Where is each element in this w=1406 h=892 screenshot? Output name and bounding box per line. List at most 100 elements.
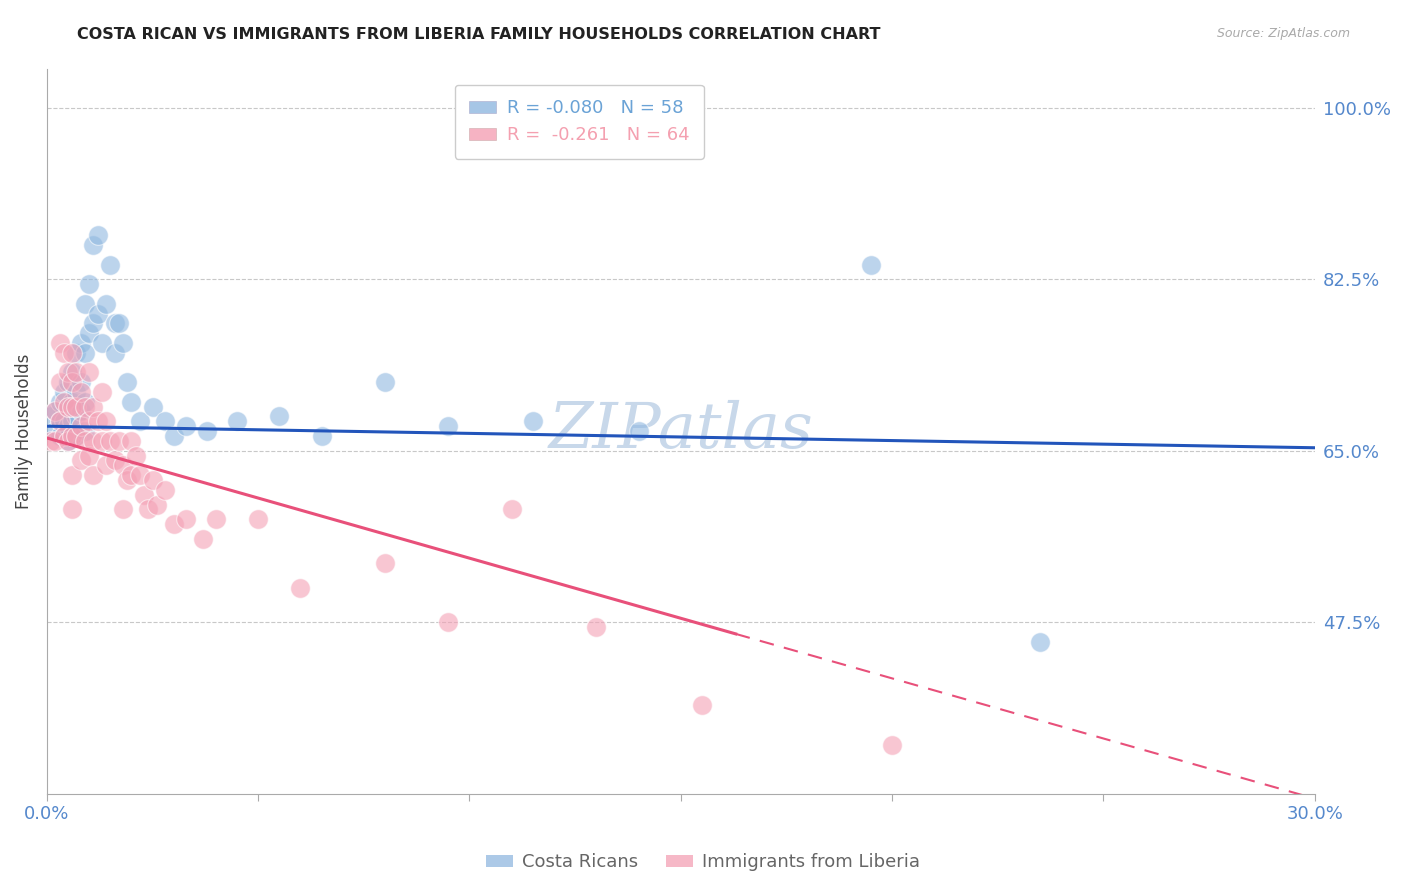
Point <box>880 738 903 752</box>
Point <box>52 345 75 359</box>
Point <box>176 419 198 434</box>
Point <box>60 502 83 516</box>
Y-axis label: Family Households: Family Households <box>15 353 32 508</box>
Point <box>145 498 167 512</box>
Point <box>60 345 83 359</box>
Point <box>128 468 150 483</box>
Text: Source: ZipAtlas.com: Source: ZipAtlas.com <box>1216 27 1350 40</box>
Point <box>65 429 87 443</box>
Point <box>120 434 142 448</box>
Point <box>103 453 125 467</box>
Point <box>107 316 129 330</box>
Point <box>77 449 100 463</box>
Point <box>82 434 104 448</box>
Point <box>65 345 87 359</box>
Point <box>226 414 249 428</box>
Point <box>73 424 96 438</box>
Point <box>65 429 87 443</box>
Point <box>60 468 83 483</box>
Point <box>111 335 134 350</box>
Point <box>52 429 75 443</box>
Point <box>44 404 66 418</box>
Point <box>247 512 270 526</box>
Point <box>73 400 96 414</box>
Point <box>52 429 75 443</box>
Point <box>39 409 62 424</box>
Point <box>56 365 79 379</box>
Point <box>82 400 104 414</box>
Point <box>1029 634 1052 648</box>
Point <box>86 228 108 243</box>
Point <box>627 424 650 438</box>
Legend: R = -0.080   N = 58, R =  -0.261   N = 64: R = -0.080 N = 58, R = -0.261 N = 64 <box>454 85 704 159</box>
Point <box>128 414 150 428</box>
Point <box>115 473 138 487</box>
Point <box>44 404 66 418</box>
Point <box>115 375 138 389</box>
Point <box>141 400 163 414</box>
Point <box>437 615 460 630</box>
Point <box>585 620 607 634</box>
Point <box>163 429 186 443</box>
Point <box>120 468 142 483</box>
Point <box>77 277 100 292</box>
Point <box>56 400 79 414</box>
Point <box>48 335 70 350</box>
Point <box>60 429 83 443</box>
Point <box>141 473 163 487</box>
Point <box>77 365 100 379</box>
Point <box>39 434 62 448</box>
Text: ZIPatlas: ZIPatlas <box>548 401 813 462</box>
Point <box>86 414 108 428</box>
Point <box>69 404 91 418</box>
Point <box>103 316 125 330</box>
Point <box>52 384 75 399</box>
Point <box>859 258 882 272</box>
Point <box>124 449 146 463</box>
Point <box>69 453 91 467</box>
Point <box>65 409 87 424</box>
Text: COSTA RICAN VS IMMIGRANTS FROM LIBERIA FAMILY HOUSEHOLDS CORRELATION CHART: COSTA RICAN VS IMMIGRANTS FROM LIBERIA F… <box>77 27 880 42</box>
Point <box>73 434 96 448</box>
Point <box>94 414 117 428</box>
Point <box>90 384 112 399</box>
Point <box>155 483 177 497</box>
Point <box>111 458 134 473</box>
Point <box>65 400 87 414</box>
Point <box>44 434 66 448</box>
Point <box>311 429 333 443</box>
Point <box>73 394 96 409</box>
Point <box>90 335 112 350</box>
Point <box>82 316 104 330</box>
Point <box>690 698 713 713</box>
Point <box>98 258 121 272</box>
Point <box>48 414 70 428</box>
Point <box>94 296 117 310</box>
Point <box>94 458 117 473</box>
Point <box>56 375 79 389</box>
Point <box>60 414 83 428</box>
Point <box>136 502 159 516</box>
Point <box>60 429 83 443</box>
Point <box>501 502 523 516</box>
Point <box>73 296 96 310</box>
Point <box>56 434 79 448</box>
Point <box>77 326 100 340</box>
Point <box>60 394 83 409</box>
Point <box>163 517 186 532</box>
Point <box>103 345 125 359</box>
Point <box>60 375 83 389</box>
Point <box>374 375 396 389</box>
Point <box>69 419 91 434</box>
Point <box>522 414 544 428</box>
Point <box>176 512 198 526</box>
Point <box>197 424 219 438</box>
Point <box>86 306 108 320</box>
Point <box>98 434 121 448</box>
Point <box>269 409 291 424</box>
Point <box>77 414 100 428</box>
Point <box>290 581 312 595</box>
Point <box>48 375 70 389</box>
Point <box>193 532 215 546</box>
Point <box>60 400 83 414</box>
